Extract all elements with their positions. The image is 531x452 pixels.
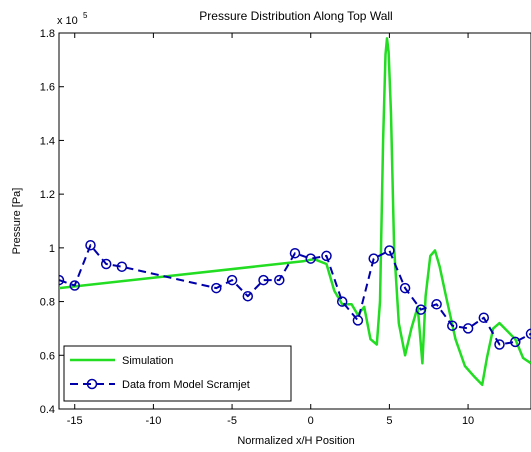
- x-axis-label: Normalized x/H Position: [237, 435, 354, 447]
- model-data-point: [211, 282, 222, 294]
- model-data-point: [462, 323, 474, 334]
- model-data-point: [116, 261, 128, 272]
- x-tick-label: 5: [386, 415, 392, 427]
- model-data-point: [226, 274, 238, 286]
- y-tick-label: 0.8: [40, 297, 55, 309]
- model-data-point: [368, 253, 379, 264]
- legend-box: [63, 345, 292, 402]
- model-data-point: [100, 258, 112, 270]
- legend-simulation-label: Simulation: [122, 355, 173, 367]
- model-data-point: [242, 290, 254, 302]
- simulation-series-line: [59, 37, 531, 387]
- model-data-point: [510, 336, 521, 348]
- model-data-point: [289, 247, 301, 259]
- y-tick-label: 1.6: [40, 82, 55, 94]
- model-data-point: [274, 274, 285, 286]
- x-tick-label: -5: [227, 415, 237, 427]
- chart-title: Pressure Distribution Along Top Wall: [199, 9, 392, 23]
- model-data-series-line: [59, 244, 531, 346]
- model-data-point: [447, 320, 458, 331]
- x-tick-label: -10: [145, 415, 161, 427]
- legend-data-label: Data from Model Scramjet: [122, 379, 250, 391]
- legend-data-marker: [86, 378, 98, 390]
- model-data-point: [258, 274, 269, 286]
- model-data-point: [384, 245, 395, 256]
- model-data-point: [399, 282, 411, 294]
- model-data-point: [85, 239, 96, 251]
- model-data-point: [305, 253, 316, 264]
- y-scale-label: x 10: [57, 15, 78, 27]
- axis-ticks: -15 -10 -5 0 5 10 0.4 0.6 0.8 1 1.2 1.4 1.6 1.8: [40, 28, 474, 427]
- model-data-point: [525, 328, 531, 340]
- y-tick-label: 1.2: [40, 189, 55, 201]
- model-data-point: [336, 296, 348, 307]
- y-axis-label: Pressure [Pa]: [11, 188, 23, 255]
- model-data-point: [321, 250, 332, 262]
- model-data-point: [494, 339, 505, 350]
- model-data-point: [69, 280, 80, 291]
- y-tick-label: 1.8: [40, 28, 55, 40]
- x-tick-label: 0: [308, 415, 314, 427]
- x-tick-label: -15: [67, 415, 83, 427]
- series-layer: [59, 37, 531, 387]
- model-data-point: [352, 315, 364, 326]
- model-data-point: [431, 299, 442, 310]
- y-scale-exponent: 5: [83, 11, 88, 20]
- y-tick-label: 1: [49, 243, 55, 255]
- y-tick-label: 0.4: [40, 404, 55, 416]
- x-tick-label: 10: [462, 415, 474, 427]
- legend: Simulation Data from Model Scramjet: [63, 345, 292, 402]
- model-data-point: [415, 304, 427, 315]
- model-data-point: [59, 274, 65, 286]
- y-tick-label: 1.4: [40, 135, 55, 147]
- model-data-point: [478, 312, 490, 323]
- y-tick-label: 0.6: [40, 350, 55, 362]
